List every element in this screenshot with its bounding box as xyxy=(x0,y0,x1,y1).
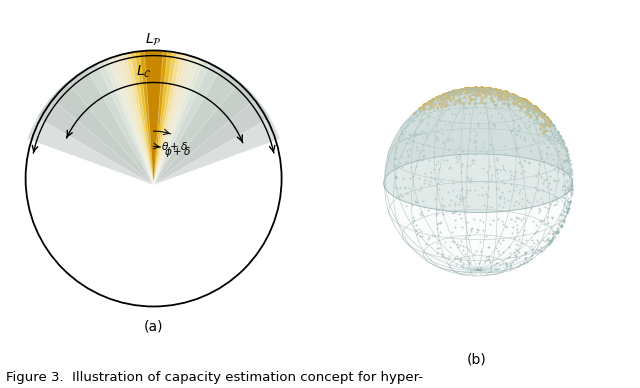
Text: Figure 3.  Illustration of capacity estimation concept for hyper-: Figure 3. Illustration of capacity estim… xyxy=(6,371,424,384)
Wedge shape xyxy=(97,50,211,185)
Wedge shape xyxy=(116,50,191,185)
Wedge shape xyxy=(140,50,168,185)
Wedge shape xyxy=(37,50,270,185)
Wedge shape xyxy=(121,50,186,185)
Wedge shape xyxy=(108,50,200,185)
Text: $\theta+\delta$: $\theta+\delta$ xyxy=(161,140,188,152)
Wedge shape xyxy=(103,50,204,185)
Text: $\phi+\delta$: $\phi+\delta$ xyxy=(164,145,191,159)
Text: (a): (a) xyxy=(144,319,163,333)
Wedge shape xyxy=(125,50,182,185)
Text: $L_\mathcal{C}$: $L_\mathcal{C}$ xyxy=(136,64,151,80)
Text: $L_\mathcal{P}$: $L_\mathcal{P}$ xyxy=(145,31,162,48)
Wedge shape xyxy=(51,50,257,185)
Wedge shape xyxy=(67,50,240,185)
Wedge shape xyxy=(112,50,195,185)
Wedge shape xyxy=(144,50,163,185)
Text: (b): (b) xyxy=(467,353,486,367)
Wedge shape xyxy=(135,50,172,185)
Wedge shape xyxy=(86,50,221,185)
Wedge shape xyxy=(131,50,177,185)
Wedge shape xyxy=(28,50,280,185)
